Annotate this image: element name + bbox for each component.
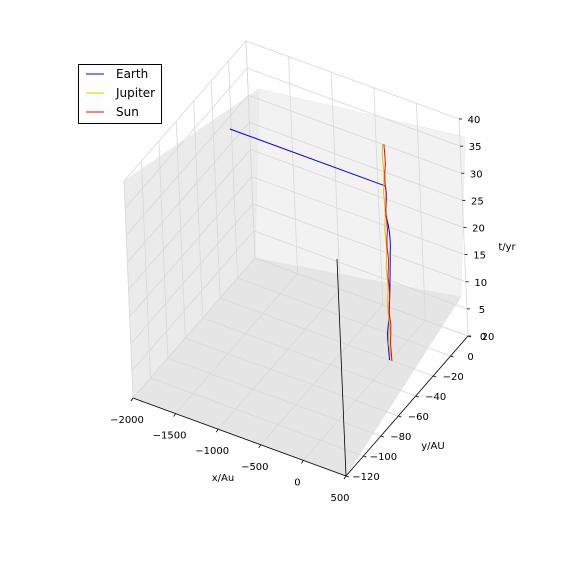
y-tick-label: −80 (390, 432, 411, 443)
gridline-z-back (245, 40, 460, 120)
gridline-z-back (250, 149, 464, 228)
y-tick-label: −120 (352, 472, 379, 483)
z-tick-label: 35 (469, 142, 482, 153)
gridline-z-back (254, 257, 469, 337)
gridline-z-left (123, 40, 247, 182)
gridline-x-floor (175, 273, 298, 414)
gridline-z-left (132, 257, 256, 399)
y-tick-label: −60 (408, 412, 429, 423)
x-tick-mark (173, 413, 176, 417)
y-tick-label: −100 (370, 452, 397, 463)
z-tick-label: 20 (472, 224, 485, 235)
gridline-z-back (253, 230, 468, 310)
y-tick-label: −20 (443, 372, 464, 383)
y-tick-mark (345, 475, 350, 478)
z-tick-label: 25 (471, 196, 484, 207)
gridline-z-back (251, 176, 465, 256)
y-axis-line (345, 335, 469, 477)
z-tick-label: 30 (470, 169, 483, 180)
gridline-z-left (127, 122, 250, 263)
y-tick-mark (363, 455, 367, 458)
gridline-z-left (128, 149, 251, 290)
gridline-z-left (129, 176, 252, 317)
x-axis-line (132, 397, 347, 477)
z-tick-label: 10 (474, 278, 487, 289)
x-tick-label: −1000 (195, 446, 229, 457)
gridline-z-left (125, 94, 249, 236)
x-tick-label: −1500 (153, 431, 187, 442)
gridline-z-back (249, 121, 463, 201)
y-tick-label: −40 (425, 392, 446, 403)
plot-lines (229, 128, 393, 362)
y-tick-mark (450, 355, 454, 358)
legend-label-jupiter: Jupiter (115, 86, 155, 100)
x-tick-mark (343, 475, 347, 480)
gridline-x-floor (217, 288, 341, 430)
gridline-y-floor (220, 297, 434, 377)
legend-label-earth: Earth (116, 67, 148, 81)
gridline-y-floor (237, 277, 451, 357)
gridline-y-floor (150, 377, 364, 457)
x-tick-mark (215, 428, 219, 433)
gridline-z-back (252, 203, 466, 283)
z-tick-label: 5 (479, 305, 485, 316)
x-axis-label: x/Au (212, 473, 234, 484)
y-tick-label: 0 (467, 352, 473, 363)
gridline-z-back (246, 67, 461, 147)
y-tick-mark (433, 375, 437, 378)
y-tick-label: 20 (482, 332, 495, 343)
gridline-z-back (248, 94, 462, 174)
z-tick-label: 0 (480, 332, 486, 343)
gridline-x-floor (303, 320, 426, 461)
x-tick-mark (130, 397, 134, 402)
series-line-sun (383, 144, 393, 361)
x-tick-mark (301, 460, 304, 464)
gridline-z-left (131, 230, 255, 372)
gridline-y-floor (202, 317, 416, 397)
x-tick-label: −500 (241, 462, 268, 473)
gridline-y-floor (167, 357, 381, 437)
z-axis-label: t/yr (498, 242, 516, 253)
y-tick-mark (415, 395, 419, 398)
axis-lines (130, 118, 472, 480)
y-axis-label: y/AU (421, 441, 444, 452)
gridline-z-left (130, 203, 254, 345)
z-tick-label: 40 (468, 115, 481, 126)
z-axis-line (336, 258, 347, 477)
legend-label-sun: Sun (116, 105, 139, 119)
y-tick-mark (380, 435, 384, 438)
x-tick-label: −2000 (110, 415, 144, 426)
gridline-z-left (124, 67, 248, 209)
z-tick-label: 15 (473, 251, 486, 262)
x-tick-mark (258, 444, 262, 449)
axes-panes (123, 88, 466, 477)
series-line-jupiter (381, 143, 393, 362)
gridline-y-floor (185, 337, 399, 417)
y-tick-mark (398, 415, 402, 418)
legend: Earth Jupiter Sun (78, 64, 162, 124)
gridline-x-floor (260, 304, 384, 446)
x-tick-label: 0 (294, 477, 300, 488)
tick-labels: −2000−1500−1000−5000500−120−100−80−60−40… (110, 115, 494, 504)
x-tick-label: 500 (330, 493, 349, 504)
